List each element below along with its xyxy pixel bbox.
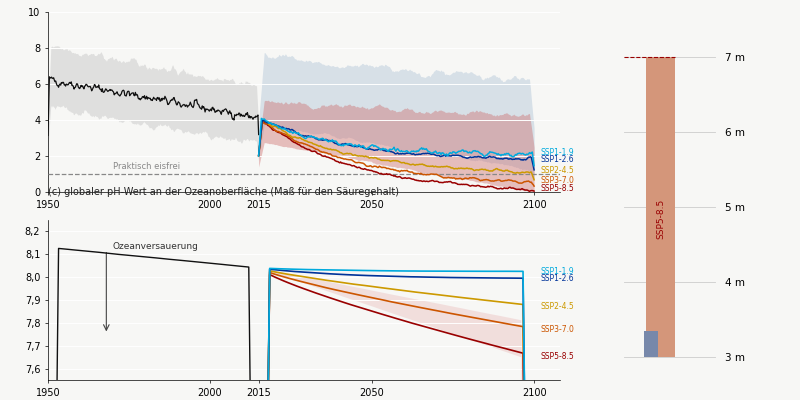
Text: SSP3-7.0: SSP3-7.0 [541, 176, 574, 185]
Text: SSP2-4.5: SSP2-4.5 [541, 302, 574, 311]
Text: SSP1-2.6: SSP1-2.6 [541, 155, 574, 164]
Text: Ozeanversauerung: Ozeanversauerung [113, 242, 198, 251]
Text: SSP5-8.5: SSP5-8.5 [541, 352, 574, 361]
Text: SSP1-1.9: SSP1-1.9 [541, 267, 574, 276]
Text: SSP2-4.5: SSP2-4.5 [541, 166, 574, 175]
Text: (c) globaler pH-Wert an der Ozeanoberfläche (Maß für den Säuregehalt): (c) globaler pH-Wert an der Ozeanoberflä… [48, 187, 399, 197]
Bar [644, 331, 658, 358]
Bar [646, 57, 675, 358]
Text: Praktisch eisfrei: Praktisch eisfrei [113, 162, 180, 171]
Text: SSP3-7.0: SSP3-7.0 [541, 324, 574, 334]
Text: SSP1-1.9: SSP1-1.9 [541, 148, 574, 157]
Text: SSP5-8.5: SSP5-8.5 [541, 184, 574, 192]
Text: SSP1-2.6: SSP1-2.6 [541, 274, 574, 283]
Text: SSP5-8.5: SSP5-8.5 [656, 198, 665, 239]
